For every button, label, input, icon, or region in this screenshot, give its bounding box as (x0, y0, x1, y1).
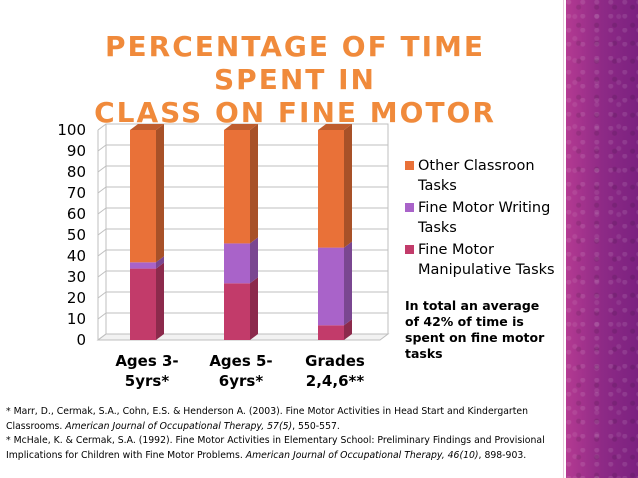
gridline-side (97, 249, 107, 257)
y-tick-label: 70 (67, 184, 86, 202)
bar-other-top (318, 124, 352, 130)
y-tick-label: 0 (76, 331, 86, 349)
bar-other (130, 130, 156, 263)
reference-1-text: * Marr, D., Cermak, S.A., Cohn, E.S. & H… (6, 406, 528, 432)
y-tick-label: 100 (57, 121, 86, 139)
reference-1-journal: American Journal of Occupational Therapy… (65, 420, 293, 432)
bar-writing-side (156, 256, 164, 269)
gridline-side (97, 270, 107, 278)
decorative-side-band (566, 0, 638, 478)
gridline-side (97, 312, 107, 320)
bar-writing-side (250, 237, 258, 284)
legend-swatch-manipulative (405, 245, 414, 254)
x-tick-label: Ages 5- (209, 352, 272, 370)
gridline-side (97, 123, 107, 131)
x-tick-label: 2,4,6** (306, 372, 365, 390)
x-tick-label: Ages 3- (115, 352, 178, 370)
bar-manipulative-side (344, 319, 352, 340)
y-tick-label: 20 (67, 289, 86, 307)
y-tick-label: 10 (67, 310, 86, 328)
y-tick-label: 40 (67, 247, 86, 265)
bar-manipulative (130, 268, 156, 340)
y-tick-label: 60 (67, 205, 86, 223)
x-axis-ticks: Ages 3- 5yrs* Ages 5- 6yrs* Grades 2,4,6** (115, 352, 365, 390)
bar-other-side (156, 124, 164, 263)
reference-2-journal: American Journal of Occupational Therapy… (245, 449, 479, 461)
bar-writing (318, 247, 344, 326)
gridline-side (97, 144, 107, 152)
bar-other (318, 130, 344, 248)
legend-label-other: Other Classroon Tasks (418, 158, 535, 194)
x-tick-label: Grades (305, 352, 365, 370)
y-tick-label: 80 (67, 163, 86, 181)
bar-other-top (130, 124, 164, 130)
reference-1: * Marr, D., Cermak, S.A., Cohn, E.S. & H… (6, 405, 566, 434)
bar-writing (224, 243, 250, 284)
y-tick-label: 50 (67, 226, 86, 244)
gridline-side (97, 186, 107, 194)
gridline-side (97, 165, 107, 173)
bar-writing (130, 262, 156, 269)
title-line-1: PERCENTAGE OF TIME SPENT IN (105, 30, 485, 96)
references: * Marr, D., Cermak, S.A., Cohn, E.S. & H… (6, 405, 566, 463)
legend-swatch-other (405, 161, 414, 170)
legend-label-writing: Fine Motor Writing Tasks (418, 200, 551, 236)
bar-manipulative (318, 325, 344, 340)
reference-1-pages: , 550-557. (292, 420, 340, 432)
bar-writing-side (344, 241, 352, 326)
bar-other-top (224, 124, 258, 130)
gridline-side (97, 291, 107, 299)
gridline-side (97, 228, 107, 236)
bar-other-side (344, 124, 352, 248)
legend-swatch-writing (405, 203, 414, 212)
reference-2-pages: , 898-903. (478, 449, 527, 461)
y-tick-label: 30 (67, 268, 86, 286)
gridline-side (97, 207, 107, 215)
bar-other-side (250, 124, 258, 244)
bar-other (224, 130, 250, 244)
x-tick-label: 6yrs* (219, 372, 264, 390)
gridline-side (97, 333, 107, 341)
bar-manipulative-side (250, 277, 258, 340)
y-axis-ticks: 0 10 20 30 40 50 60 70 80 90 100 (57, 121, 86, 349)
legend-label-manipulative: Fine Motor Manipulative Tasks (418, 242, 555, 278)
reference-2: * McHale, K. & Cermak, S.A. (1992). Fine… (6, 434, 566, 463)
chart-bars (130, 124, 352, 340)
divider-line (563, 0, 564, 478)
summary-note: In total an average of 42% of time is sp… (405, 298, 545, 361)
y-tick-label: 90 (67, 142, 86, 160)
bar-manipulative (224, 283, 250, 340)
x-tick-label: 5yrs* (125, 372, 170, 390)
reference-2-text: * McHale, K. & Cermak, S.A. (1992). Fine… (6, 435, 545, 461)
bar-manipulative-side (156, 262, 164, 340)
